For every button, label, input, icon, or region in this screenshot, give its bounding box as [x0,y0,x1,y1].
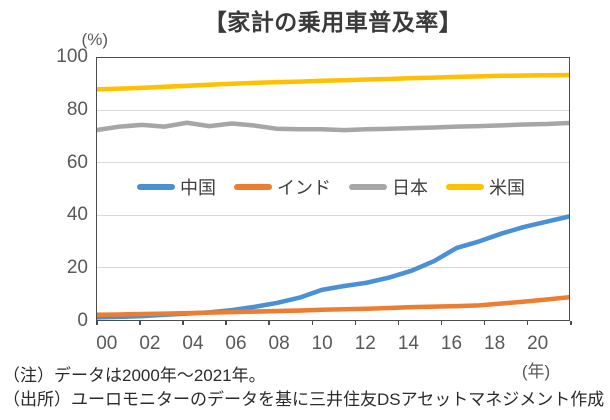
x-axis-tick [139,321,141,325]
series-line-日本 [97,120,569,133]
x-axis-tick [354,321,356,325]
x-axis-tick [311,321,313,325]
x-axis-tick [268,321,270,325]
legend-swatch-icon [446,184,484,190]
y-axis-unit-label: (%) [81,30,108,49]
x-axis-unit-label: (年) [521,362,551,381]
legend-item-インド: インド [234,174,331,200]
x-axis-label-20: 20 [527,333,549,354]
legend-label: 米国 [489,178,525,198]
legend-label: 中国 [180,178,216,198]
y-axis-label-80: 80 [66,98,88,120]
gridline-20 [97,266,569,268]
x-axis-label-18: 18 [484,333,506,354]
x-axis-tick [440,321,443,325]
x-axis-label-06: 06 [225,333,247,354]
y-axis-label-40: 40 [66,204,88,226]
x-axis-tick [483,321,486,325]
plot-area: 中国 インド 日本 米国 [96,57,570,321]
gridline-40 [97,214,569,216]
x-axis-label-08: 08 [268,333,290,354]
plot-lines [97,72,569,320]
note-source-note: （注）データは2000年～2021年。 [3,366,266,385]
legend-item-米国: 米国 [446,174,525,200]
legend-item-中国: 中国 [137,174,216,200]
x-axis-label-12: 12 [354,333,376,354]
legend: 中国 インド 日本 米国 [137,176,525,198]
y-axis-label-100: 100 [56,46,88,67]
series-line-米国 [97,72,569,92]
legend-swatch-icon [234,184,272,190]
x-axis-tick [182,321,184,325]
x-axis-label-16: 16 [440,333,463,354]
x-axis-label-14: 14 [397,333,419,354]
x-axis-tick [397,321,400,325]
y-axis-label-0: 0 [77,310,88,331]
x-axis-tick [526,321,529,325]
x-axis-tick [570,321,572,325]
x-axis-tick [96,321,98,325]
source-attribution: （出所）ユーロモニターのデータを基に三井住友DSアセットマネジメント作成 [3,390,605,409]
x-axis-tick [225,321,227,325]
series-line-インド [97,294,569,318]
legend-item-日本: 日本 [349,174,428,200]
gridline-60 [97,162,569,164]
y-axis-label-20: 20 [66,257,88,279]
chart-title: 【家計の乗用車普及率】 [203,9,463,35]
legend-label: 日本 [392,178,428,198]
legend-swatch-icon [349,184,387,190]
gridline-80 [97,110,569,112]
x-axis-label-00: 00 [96,333,118,354]
x-axis-label-04: 04 [182,333,204,354]
legend-swatch-icon [137,184,175,190]
legend-label: インド [277,178,331,198]
x-axis-label-02: 02 [139,333,161,354]
x-axis-label-10: 10 [311,333,333,354]
y-axis-label-60: 60 [66,151,88,173]
